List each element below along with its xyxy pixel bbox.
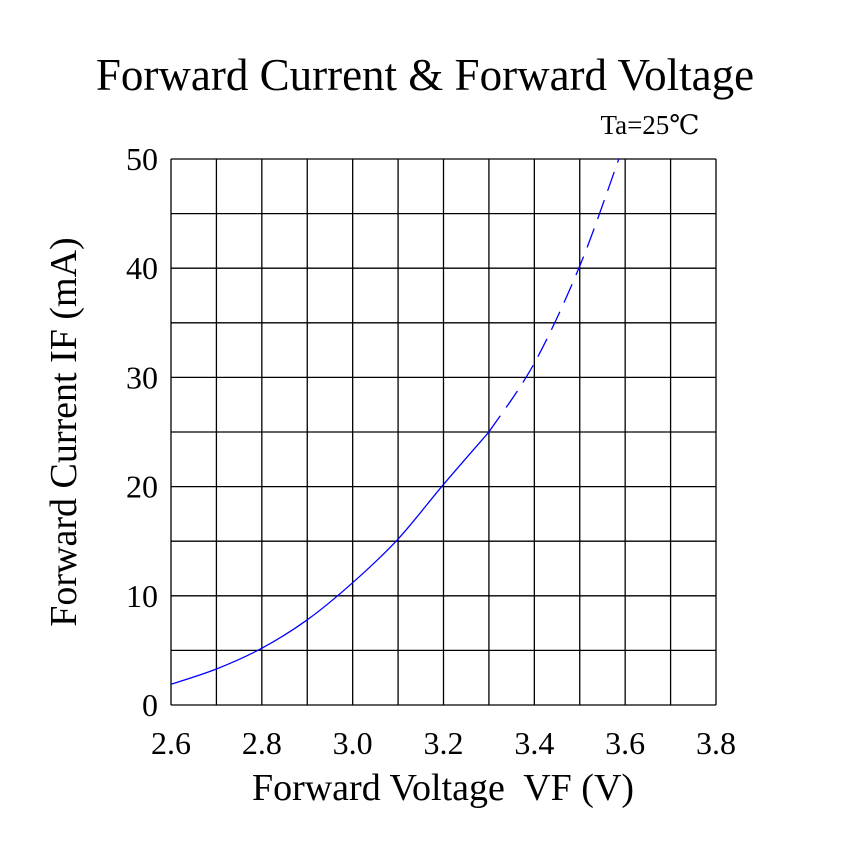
y-tick-label: 10 <box>126 578 158 614</box>
x-tick-label: 2.6 <box>151 725 191 761</box>
x-tick-label: 2.8 <box>242 725 282 761</box>
x-tick-labels: 2.6 2.8 3.0 3.2 3.4 3.6 3.8 <box>151 725 736 761</box>
x-tick-label: 3.0 <box>333 725 373 761</box>
x-tick-label: 3.2 <box>424 725 464 761</box>
y-tick-labels: 0 10 20 30 40 50 <box>126 141 158 723</box>
y-tick-label: 40 <box>126 250 158 286</box>
series-group <box>170 158 620 685</box>
temperature-annotation: Ta=25℃ <box>600 110 699 140</box>
x-axis-label: Forward Voltage VF (V) <box>252 767 634 809</box>
y-tick-label: 30 <box>126 359 158 395</box>
series-line-dashed <box>488 158 620 433</box>
grid <box>170 158 717 706</box>
series-line <box>170 431 490 685</box>
y-tick-label: 0 <box>142 687 158 723</box>
x-tick-label: 3.4 <box>514 725 554 761</box>
y-axis-label: Forward Current IF (mA) <box>43 237 85 626</box>
y-tick-label: 50 <box>126 141 158 177</box>
y-tick-label: 20 <box>126 469 158 505</box>
x-tick-label: 3.8 <box>696 725 736 761</box>
chart-title: Forward Current & Forward Voltage <box>96 50 754 100</box>
x-tick-label: 3.6 <box>605 725 645 761</box>
